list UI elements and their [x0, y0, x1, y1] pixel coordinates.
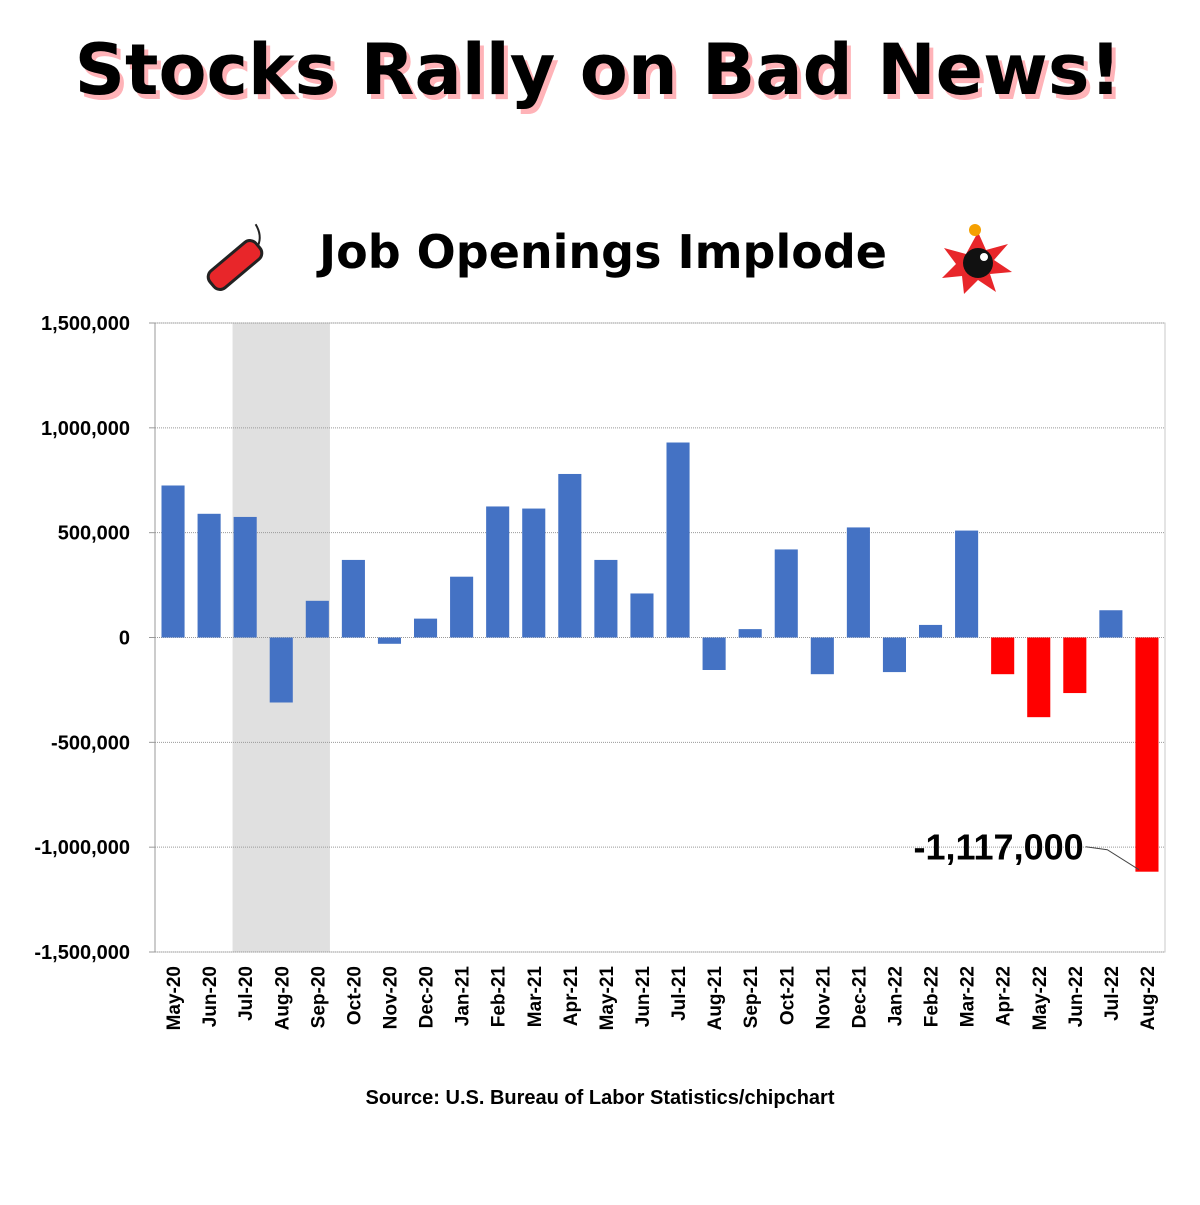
bar: [918, 624, 943, 638]
x-tick-label: Aug-22: [1138, 966, 1159, 1030]
x-tick-label: Mar-22: [958, 966, 979, 1027]
x-tick-label: Jul-21: [669, 966, 690, 1021]
headline-shadow: Stocks Rally on Bad News!: [79, 34, 1126, 116]
bar: [341, 559, 365, 638]
bar: [161, 485, 185, 638]
x-tick-label: Nov-21: [813, 966, 834, 1030]
bar: [991, 637, 1015, 675]
x-tick-label: Jun-20: [200, 966, 221, 1027]
x-tick-label: May-21: [597, 966, 618, 1031]
bar: [233, 516, 257, 638]
bar: [738, 629, 762, 638]
headline: Stocks Rally on Bad News!: [75, 29, 1122, 111]
bar: [305, 600, 329, 638]
bar: [1099, 610, 1123, 638]
bar: [450, 576, 474, 638]
y-tick-label: 1,000,000: [41, 418, 130, 440]
bar: [810, 637, 834, 675]
x-tick-label: Oct-21: [777, 966, 798, 1026]
x-tick-label: Jul-20: [236, 966, 257, 1021]
bar: [1027, 637, 1051, 718]
bar: [413, 618, 438, 638]
bomb-icon: [942, 224, 1012, 294]
bar: [774, 549, 798, 638]
x-tick-label: Sep-20: [308, 966, 329, 1028]
bar: [846, 527, 870, 638]
x-tick-label: Feb-21: [489, 966, 510, 1028]
x-tick-label: Jan-21: [453, 966, 474, 1027]
y-tick-label: -500,000: [51, 732, 130, 754]
x-tick-label: May-22: [1030, 966, 1051, 1030]
x-tick-label: May-20: [164, 966, 185, 1030]
leader-line: [1085, 846, 1140, 871]
x-tick-label: Nov-20: [380, 966, 401, 1029]
x-tick-label: Oct-20: [344, 966, 365, 1025]
x-tick-label: Feb-22: [922, 966, 943, 1027]
x-tick-label: Apr-22: [994, 966, 1015, 1026]
bar: [269, 637, 293, 703]
bar: [702, 637, 726, 670]
y-tick-label: -1,500,000: [34, 942, 130, 964]
x-tick-label: Jan-22: [885, 966, 906, 1026]
bar: [666, 442, 690, 638]
x-tick-label: Mar-21: [525, 966, 546, 1028]
chart-title: Job Openings Implode: [316, 225, 887, 279]
bar: [522, 508, 546, 638]
x-tick-label: Aug-20: [272, 966, 293, 1030]
x-tick-label: Jun-21: [633, 966, 654, 1028]
bar: [377, 637, 402, 644]
x-tick-label: Aug-21: [705, 966, 726, 1031]
bar: [882, 637, 907, 673]
bar: [486, 506, 510, 638]
y-tick-label: 1,500,000: [41, 313, 130, 335]
y-tick-label: 500,000: [58, 523, 130, 545]
bar: [197, 513, 221, 638]
bar: [558, 473, 582, 638]
bar: [594, 559, 618, 638]
value-label: -1,117,000: [913, 827, 1083, 868]
y-tick-label: -1,000,000: [34, 837, 130, 859]
x-tick-label: Dec-20: [417, 966, 438, 1028]
bar: [630, 593, 654, 638]
x-tick-label: Apr-21: [561, 966, 582, 1027]
bar: [1063, 637, 1087, 694]
dynamite-icon: [206, 223, 264, 291]
bar: [955, 530, 979, 638]
x-tick-label: Jun-22: [1066, 966, 1087, 1027]
x-tick-label: Jul-22: [1102, 966, 1123, 1021]
x-tick-label: Dec-21: [849, 966, 870, 1029]
x-tick-label: Sep-21: [741, 966, 762, 1029]
bar: [1135, 637, 1159, 872]
y-tick-label: 0: [119, 628, 130, 650]
source: Source: U.S. Bureau of Labor Statistics/…: [366, 1087, 835, 1109]
